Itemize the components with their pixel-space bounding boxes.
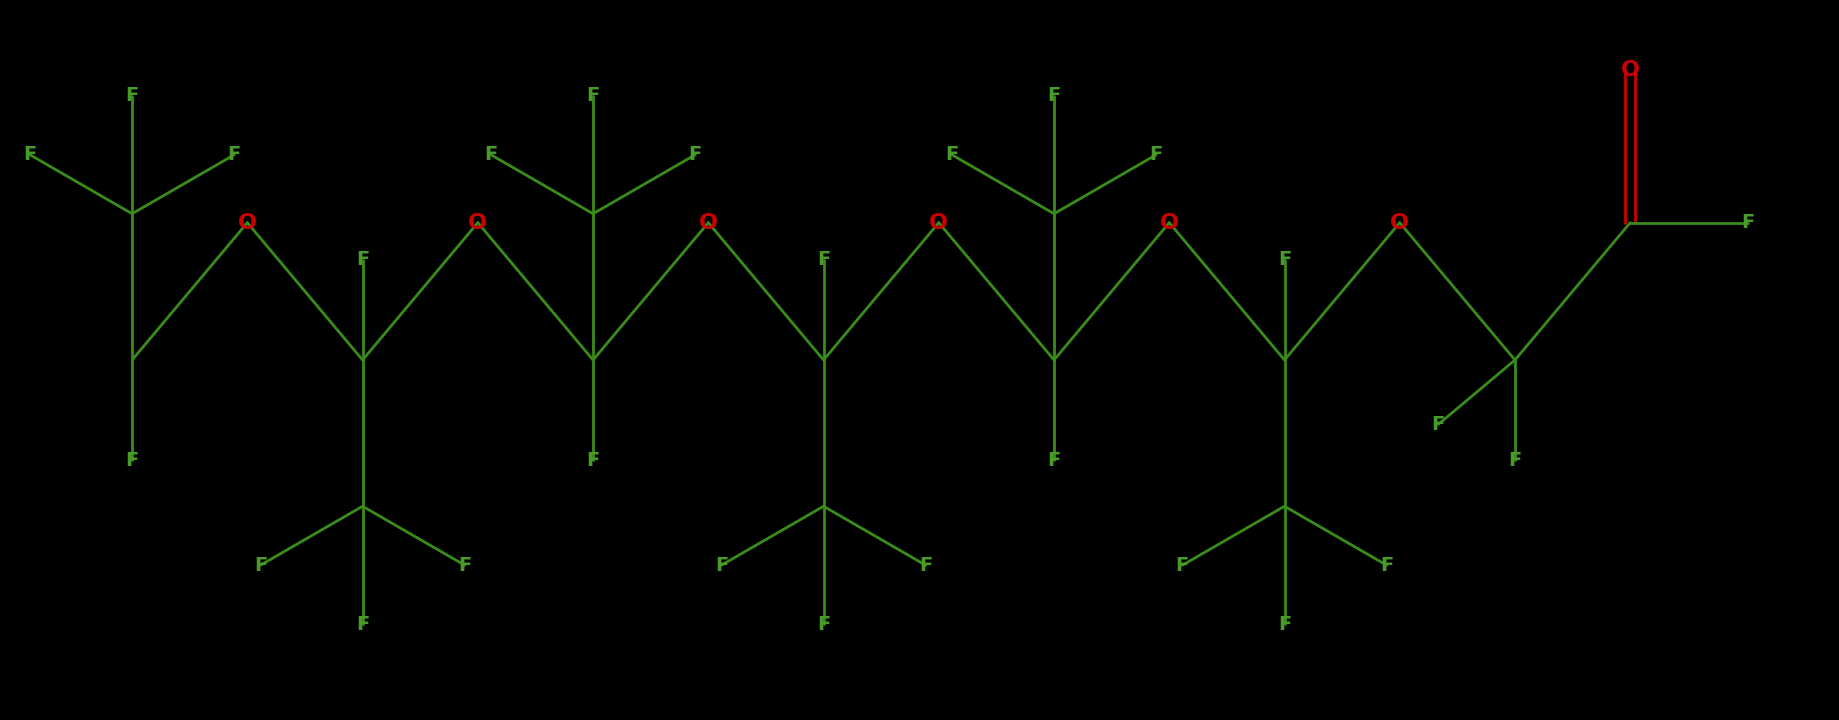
Text: F: F: [1278, 251, 1291, 269]
Text: F: F: [1431, 415, 1444, 434]
Text: F: F: [1046, 86, 1059, 105]
Text: F: F: [1278, 615, 1291, 634]
Text: O: O: [929, 212, 947, 233]
Text: F: F: [817, 251, 829, 269]
Text: F: F: [1379, 556, 1392, 575]
Text: F: F: [125, 451, 138, 469]
Text: O: O: [237, 212, 257, 233]
Text: F: F: [458, 556, 471, 575]
Text: F: F: [945, 145, 958, 164]
Text: O: O: [1620, 60, 1639, 80]
Text: F: F: [228, 145, 241, 164]
Text: O: O: [1159, 212, 1179, 233]
Text: F: F: [24, 145, 37, 164]
Text: F: F: [587, 86, 600, 105]
Text: O: O: [699, 212, 717, 233]
Text: F: F: [688, 145, 701, 164]
Text: F: F: [1740, 213, 1754, 232]
Text: F: F: [587, 451, 600, 469]
Text: F: F: [355, 615, 370, 634]
Text: F: F: [1046, 451, 1059, 469]
Text: F: F: [817, 615, 829, 634]
Text: F: F: [918, 556, 932, 575]
Text: F: F: [254, 556, 267, 575]
Text: F: F: [484, 145, 497, 164]
Text: F: F: [355, 251, 370, 269]
Text: F: F: [1175, 556, 1188, 575]
Text: O: O: [1390, 212, 1409, 233]
Text: O: O: [469, 212, 487, 233]
Text: F: F: [125, 86, 138, 105]
Text: F: F: [1508, 451, 1521, 469]
Text: F: F: [1149, 145, 1162, 164]
Text: F: F: [714, 556, 728, 575]
